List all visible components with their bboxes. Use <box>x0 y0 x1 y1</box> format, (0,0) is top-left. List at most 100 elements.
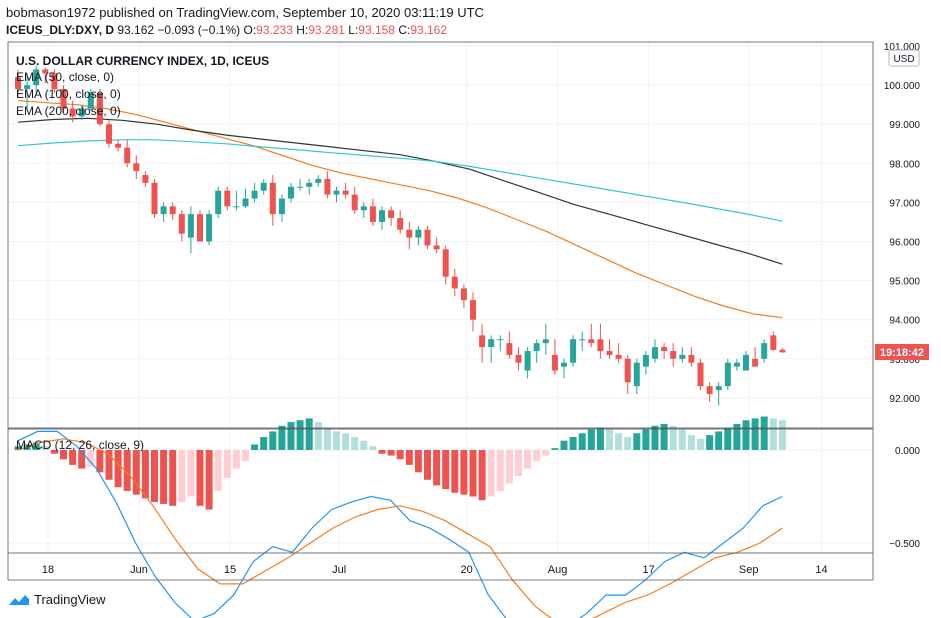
candle <box>169 202 176 220</box>
candle-body <box>169 206 176 215</box>
candle <box>369 198 376 226</box>
macd-hist-bar <box>442 450 450 490</box>
candle-body <box>652 347 658 359</box>
candle <box>87 89 94 111</box>
candle-body <box>442 249 449 277</box>
macd-hist-bar <box>460 450 468 495</box>
price-tick-label: 99.000 <box>889 120 920 131</box>
macd-hist-bar <box>232 450 240 469</box>
signal-line <box>17 438 783 618</box>
candle <box>515 347 522 371</box>
candle <box>397 210 404 234</box>
macd-hist-bar <box>706 435 714 450</box>
candle-body <box>33 69 40 86</box>
candle-body <box>96 92 103 125</box>
macd-hist-bar <box>715 431 723 450</box>
ema50-line <box>17 100 783 319</box>
candle <box>488 335 495 363</box>
candle-body <box>269 182 276 215</box>
candle-body <box>470 300 476 320</box>
candle-body <box>51 73 58 90</box>
candle <box>724 358 731 391</box>
axes <box>7 41 874 581</box>
candle <box>624 354 631 394</box>
macd-hist-bar <box>41 446 49 450</box>
candle <box>615 343 622 363</box>
candle-body <box>570 339 577 363</box>
high-label: H: <box>296 23 309 37</box>
candle-body <box>633 362 640 387</box>
high-value: 93.281 <box>308 23 345 37</box>
candle <box>215 186 222 219</box>
candle-body <box>124 147 131 164</box>
macd-hist-bar <box>178 450 186 503</box>
candle <box>360 202 367 219</box>
time-tick-label: Jul <box>332 564 346 576</box>
candle <box>51 69 58 93</box>
macd-hist-bar <box>578 433 586 450</box>
candle-body <box>597 339 604 351</box>
candle-body <box>87 92 94 109</box>
ema50-legend[interactable]: EMA (50, close, 0) <box>16 70 114 84</box>
candle-body <box>360 206 367 211</box>
macd-hist-bar <box>314 422 322 450</box>
macd-hist-bar <box>378 450 386 454</box>
candle <box>133 155 140 179</box>
candle <box>278 194 285 222</box>
macd-hist-bar <box>769 418 777 450</box>
candle <box>388 206 395 226</box>
candle-body <box>479 335 486 348</box>
low-value: 93.158 <box>358 23 395 37</box>
macd-hist-bar <box>242 450 249 462</box>
candle <box>442 245 449 285</box>
macd-hist-bar <box>505 450 513 484</box>
candle-body <box>324 178 331 195</box>
candle-body <box>78 108 85 117</box>
macd-hist-bar <box>50 450 58 454</box>
macd-hist-bar <box>251 444 259 450</box>
macd-legend[interactable]: MACD (12, 26, close, 9) <box>16 438 144 452</box>
macd-hist-bar <box>196 450 204 506</box>
macd-hist-bar <box>151 450 158 503</box>
macd-hist-bar <box>351 436 359 450</box>
candle-body <box>242 198 249 207</box>
candle-body <box>497 339 504 341</box>
candle-body <box>679 354 686 359</box>
macd-hist-bar <box>469 450 477 497</box>
candle <box>460 284 467 308</box>
price-tick-label: 101.000 <box>884 42 921 53</box>
macd-hist-bar <box>14 446 22 450</box>
macd-hist-bar <box>369 446 377 450</box>
macd-hist-bar <box>760 416 768 450</box>
candle <box>324 171 331 199</box>
tradingview-brand[interactable]: TradingView <box>8 592 106 607</box>
macd-hist-bar <box>342 433 350 450</box>
macd-hist-bar <box>396 450 404 460</box>
candle <box>779 347 786 353</box>
low-label: L: <box>348 23 359 37</box>
candle-body <box>160 206 167 215</box>
macd-hist-bar <box>96 450 104 473</box>
candle <box>670 343 677 367</box>
candle-body <box>178 214 185 234</box>
candle <box>96 89 103 127</box>
macd-hist-bar <box>624 436 632 450</box>
symbol-name: ICEUS_DLY:DXY, D <box>6 23 115 37</box>
countdown-box <box>875 344 929 360</box>
ema100-legend[interactable]: EMA (100, close, 0) <box>16 87 121 101</box>
candle <box>497 335 504 351</box>
macd-pane-border <box>7 428 874 554</box>
candle-body <box>724 362 731 387</box>
candle <box>33 65 40 93</box>
candle <box>688 347 695 367</box>
ema200-legend[interactable]: EMA (200, close, 0) <box>16 104 121 118</box>
candle-body <box>388 210 395 219</box>
candle-body <box>215 190 222 215</box>
candle <box>42 67 49 84</box>
macd-hist-bar <box>32 442 40 450</box>
candle-body <box>351 194 358 211</box>
candle-body <box>542 339 549 344</box>
candle-body <box>278 198 285 215</box>
candle-body <box>397 218 404 230</box>
